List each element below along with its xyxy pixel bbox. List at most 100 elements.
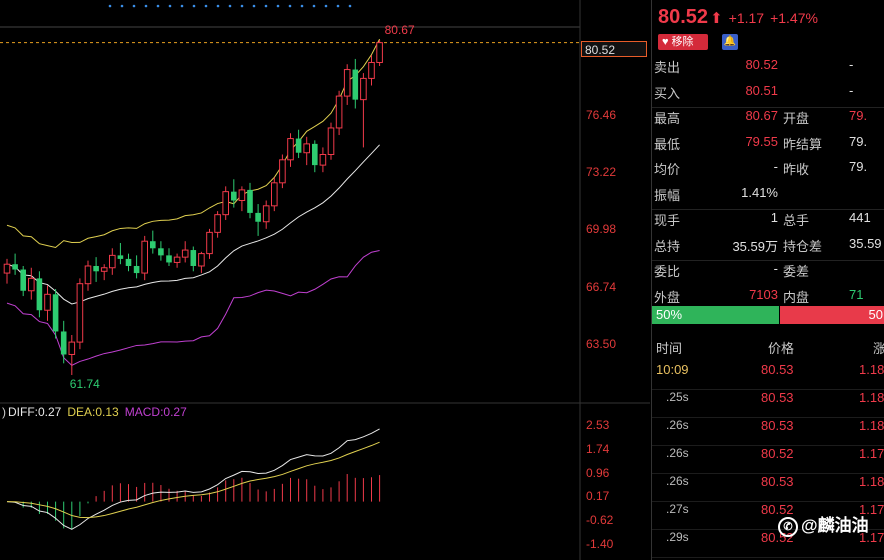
trade-row: .26s 80.52 1.17 (652, 446, 884, 474)
remove-watchlist-button[interactable]: ♥ 移除 (658, 34, 708, 50)
candle-body (20, 269, 26, 291)
candle-body (141, 240, 148, 274)
stat-value: 80.51 (745, 82, 778, 98)
stat-value-2: - (849, 82, 854, 98)
quote-panel: 80.52 ⬆ +1.17 +1.47% ♥ 移除 🔔 卖出 80.52 - 买入 80.51 -… (651, 0, 884, 560)
stat-key-2: 持仓差 (783, 238, 823, 254)
top-marker-dot (108, 4, 112, 8)
stat-value: 80.67 (745, 108, 778, 123)
price-change-pct: +1.47% (770, 10, 818, 26)
trade-time: .26s (666, 418, 689, 432)
candle-body (117, 255, 124, 259)
trade-change: 1.18 (859, 418, 884, 433)
stats-row: 卖出 80.52 - (652, 57, 884, 81)
candle-body (158, 248, 164, 256)
macd-axis-tick: -1.40 (586, 537, 614, 551)
candle-body (52, 294, 59, 332)
candle-body (28, 277, 35, 292)
candle-body (231, 191, 237, 201)
stat-value: 80.52 (745, 57, 778, 72)
upper-band-line (6, 38, 381, 249)
candle-body (352, 69, 359, 100)
high-price-label: 80.67 (385, 23, 415, 37)
candle-body (3, 263, 11, 274)
candle-body (12, 264, 18, 270)
weibo-logo-icon: ✆ (778, 517, 798, 537)
price-axis-tick: 69.98 (586, 222, 617, 237)
stat-key: 振幅 (654, 187, 681, 203)
stats-row: 最低 79.55 昨结算 79. (652, 134, 884, 158)
stat-key: 均价 (654, 162, 681, 177)
candle-body (368, 61, 375, 79)
kline-svg[interactable]: 80.67 61.74 (0, 0, 650, 560)
stat-value-2: 79. (849, 159, 868, 174)
candle-body (76, 283, 84, 343)
sell-ratio: 50 (780, 306, 884, 324)
low-price-label: 61.74 (70, 377, 100, 391)
candle-body (44, 293, 51, 311)
last-price: 80.52 (658, 6, 709, 28)
trade-time: .25s (666, 390, 689, 404)
bell-icon[interactable]: 🔔 (722, 34, 738, 50)
candle-body (287, 138, 294, 161)
watermark: ✆ @麟油油 (778, 511, 869, 537)
top-marker-dot (216, 4, 220, 8)
stat-key: 买入 (654, 85, 681, 101)
candle-body (279, 159, 286, 184)
top-marker-dot (144, 4, 148, 8)
top-marker-dot (276, 4, 280, 8)
stats-row: 委比 - 委差 (652, 261, 884, 285)
stat-value-2: 79. (849, 133, 868, 149)
stat-value: - (773, 159, 778, 174)
trade-price: 80.52 (761, 446, 794, 461)
buy-ratio: 50% (652, 306, 779, 324)
stat-key: 外盘 (654, 289, 681, 305)
diff-label: DIFF:0.27 (8, 405, 62, 419)
dea-label: DEA:0.13 (67, 405, 119, 419)
trade-row-divider (652, 557, 884, 558)
stats-row: 振幅 1.41% (652, 185, 884, 209)
candle-body (173, 256, 181, 263)
candle-body (109, 254, 116, 269)
candle-body (100, 267, 108, 272)
candle-body (360, 77, 367, 101)
stat-value: 79.55 (745, 133, 778, 149)
top-marker-dot (120, 4, 124, 8)
trade-time: .26s (666, 474, 689, 488)
candle-body (327, 127, 335, 155)
stat-key: 卖出 (654, 60, 681, 75)
top-marker-dot (348, 4, 352, 8)
stat-value-2: 79. (849, 108, 868, 123)
trade-change: 1.17 (859, 530, 884, 545)
stats-row: 现手 1 总手 441 (652, 210, 884, 234)
candle-body (133, 265, 140, 274)
candle-body (36, 278, 43, 311)
price-axis-tick: 76.46 (586, 107, 617, 122)
candle-body (255, 212, 261, 222)
trade-time: .27s (666, 502, 689, 516)
top-marker-dot (312, 4, 316, 8)
candle-body (312, 143, 318, 166)
trade-row-divider (652, 529, 884, 530)
macd-legend: ) DIFF:0.27 DEA:0.13 MACD:0.27 (2, 405, 193, 419)
candle-body (181, 249, 189, 258)
stat-key: 委比 (654, 264, 681, 279)
stat-key-2: 昨结算 (783, 136, 823, 152)
stat-key-2: 委差 (783, 264, 810, 279)
stats-separator (652, 106, 884, 108)
price-header: 80.52 ⬆ +1.17 +1.47% (658, 6, 818, 29)
candle-body (222, 191, 229, 216)
stat-value-2: 35.59 (849, 235, 882, 251)
kline-chart[interactable]: 80.67 61.74 (0, 0, 650, 560)
trade-price: 80.53 (761, 418, 794, 433)
stats-row: 总持 35.59万 持仓差 35.59 (652, 236, 884, 260)
stat-key: 总持 (654, 238, 681, 254)
stat-key-2: 内盘 (783, 289, 810, 305)
top-marker-dot (336, 4, 340, 8)
stats-row: 买入 80.51 - (652, 83, 884, 107)
trade-row: 10:09 80.53 1.18 (652, 362, 884, 390)
top-marker-dot (324, 4, 328, 8)
trade-price: 80.53 (761, 390, 794, 405)
candle-body (60, 331, 67, 355)
heart-icon: ♥ (662, 36, 669, 48)
